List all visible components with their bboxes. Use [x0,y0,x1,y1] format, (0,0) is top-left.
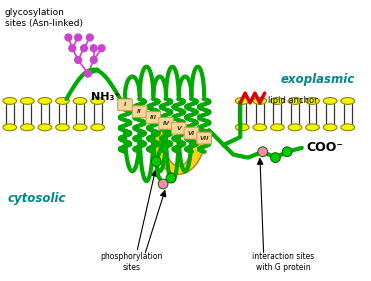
Ellipse shape [56,98,69,104]
Ellipse shape [235,124,249,131]
Circle shape [158,179,168,189]
Ellipse shape [20,98,34,104]
Ellipse shape [341,98,355,104]
Circle shape [75,34,82,41]
Ellipse shape [235,98,249,104]
Text: exoplasmic: exoplasmic [280,73,355,86]
Circle shape [166,173,176,183]
Ellipse shape [38,98,52,104]
Text: II: II [137,109,142,114]
Text: cytosolic: cytosolic [8,192,66,205]
Circle shape [81,45,88,52]
Circle shape [282,147,292,157]
Ellipse shape [253,124,267,131]
Circle shape [85,70,91,77]
Ellipse shape [91,98,105,104]
Text: glycosylation
sites (Asn-linked): glycosylation sites (Asn-linked) [5,8,83,28]
FancyBboxPatch shape [146,112,161,123]
FancyBboxPatch shape [171,123,186,134]
Text: I: I [124,102,126,107]
Ellipse shape [306,124,319,131]
Ellipse shape [20,124,34,131]
Circle shape [98,45,105,52]
Text: VI: VI [188,131,195,136]
Circle shape [69,45,76,52]
Ellipse shape [288,98,302,104]
Text: IV: IV [162,121,170,126]
Circle shape [270,153,280,162]
FancyBboxPatch shape [197,132,211,144]
Ellipse shape [91,124,105,131]
Text: interaction sites
with G protein: interaction sites with G protein [252,252,314,272]
Ellipse shape [323,98,337,104]
Ellipse shape [38,124,52,131]
Circle shape [86,34,93,41]
Text: phosphorylation
sites: phosphorylation sites [101,252,163,272]
Ellipse shape [288,124,302,131]
Ellipse shape [341,124,355,131]
Ellipse shape [73,124,87,131]
Ellipse shape [270,124,284,131]
Text: V: V [176,126,181,131]
FancyBboxPatch shape [159,117,173,129]
Text: III: III [150,115,157,120]
Text: lipid anchor: lipid anchor [267,96,317,105]
Circle shape [91,56,97,63]
Ellipse shape [56,124,69,131]
Ellipse shape [253,98,267,104]
Circle shape [75,56,82,63]
Circle shape [65,34,72,41]
Ellipse shape [3,124,17,131]
Text: NH₃⁺: NH₃⁺ [91,92,120,102]
Circle shape [151,157,161,166]
Ellipse shape [73,98,87,104]
Ellipse shape [270,98,284,104]
FancyBboxPatch shape [118,99,132,111]
Text: COO⁻: COO⁻ [307,141,344,154]
Circle shape [91,45,97,52]
Polygon shape [151,131,206,174]
Ellipse shape [306,98,319,104]
Circle shape [258,147,267,157]
Ellipse shape [323,124,337,131]
Ellipse shape [3,98,17,104]
FancyBboxPatch shape [184,127,199,139]
Text: VII: VII [199,135,209,140]
FancyBboxPatch shape [132,106,147,117]
